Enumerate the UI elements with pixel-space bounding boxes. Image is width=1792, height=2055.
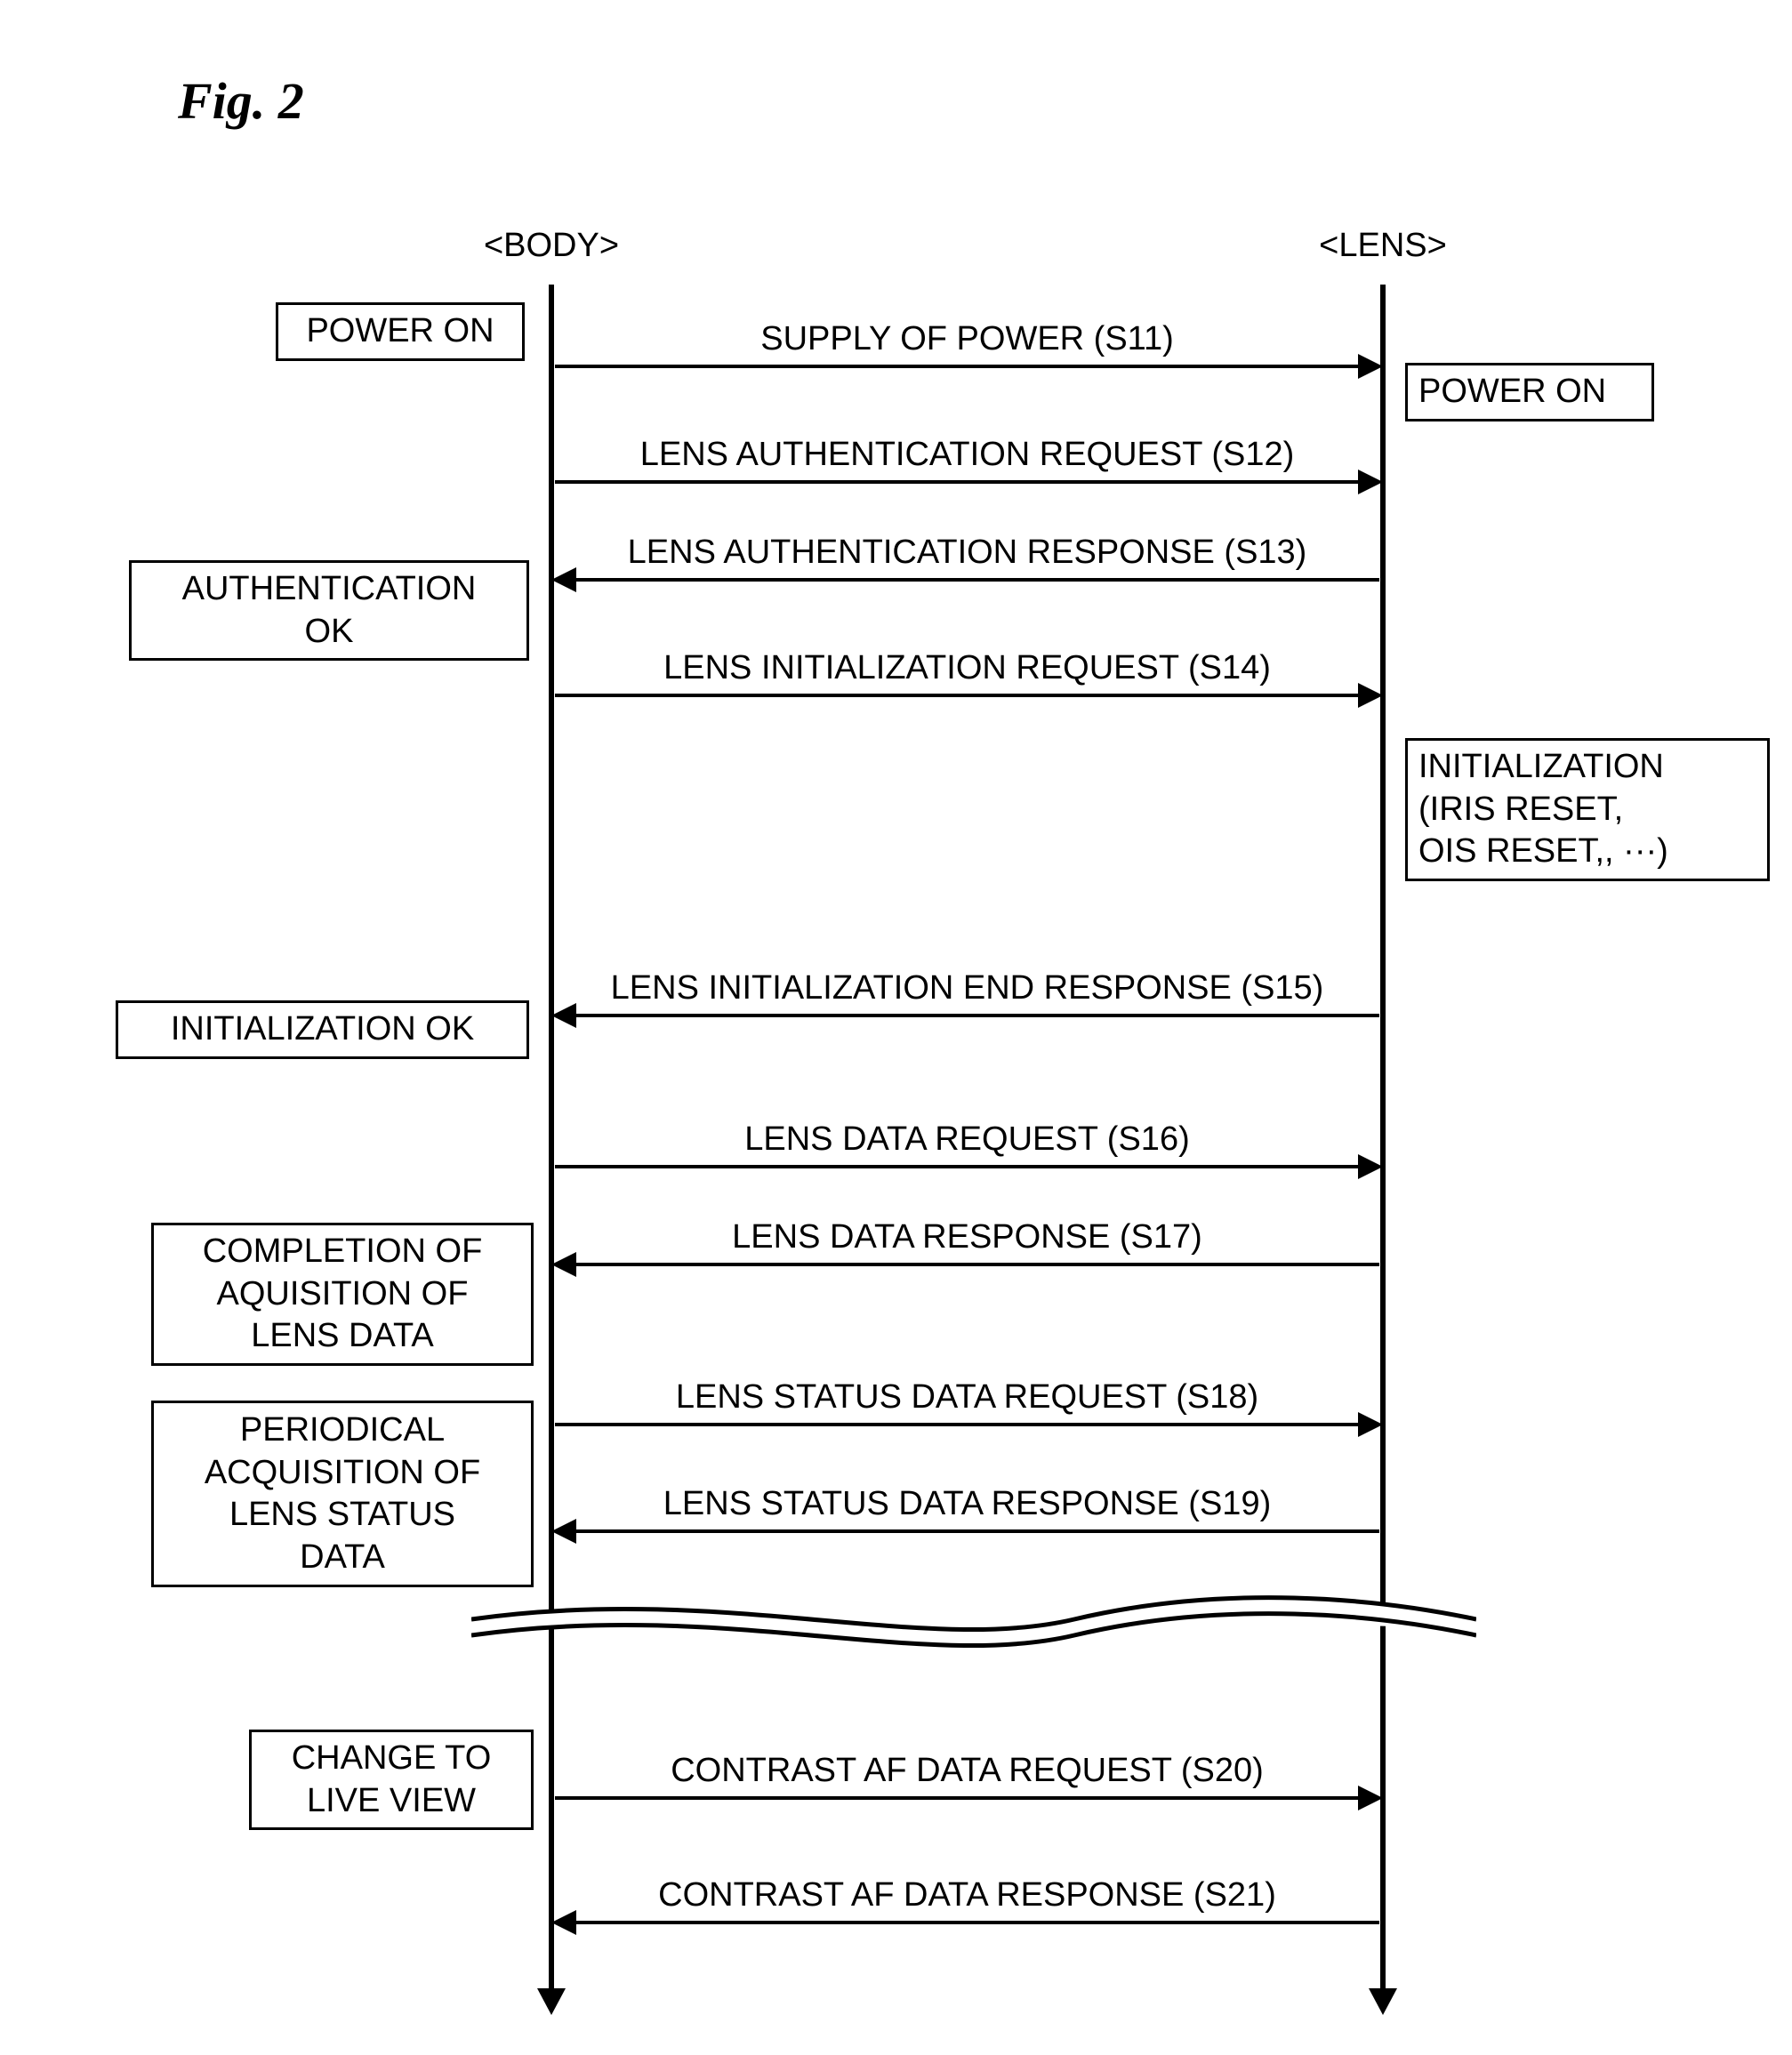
s13-arrow	[575, 578, 1379, 582]
s17-label: LENS DATA RESPONSE (S17)	[551, 1218, 1383, 1256]
lens-header: <LENS>	[1258, 227, 1507, 265]
s13-arrowhead	[551, 567, 576, 592]
s19-arrowhead	[551, 1519, 576, 1544]
s15-arrow	[575, 1014, 1379, 1017]
s16-label: LENS DATA REQUEST (S16)	[551, 1120, 1383, 1159]
init-ok-box: INITIALIZATION OK	[116, 1000, 529, 1059]
s14-arrow	[555, 694, 1360, 697]
s16-arrowhead	[1358, 1154, 1383, 1179]
s20-arrowhead	[1358, 1786, 1383, 1810]
initialization-box: INITIALIZATION(IRIS RESET,OIS RESET,, ··…	[1405, 738, 1770, 881]
body-lifeline-arrow	[537, 1988, 566, 2015]
s20-arrow	[555, 1796, 1360, 1800]
s13-label: LENS AUTHENTICATION RESPONSE (S13)	[551, 534, 1383, 572]
s19-label: LENS STATUS DATA RESPONSE (S19)	[551, 1485, 1383, 1523]
s12-arrow	[555, 480, 1360, 484]
s21-label: CONTRAST AF DATA RESPONSE (S21)	[551, 1876, 1383, 1915]
periodical-box: PERIODICALACQUISITION OFLENS STATUSDATA	[151, 1401, 534, 1587]
s16-arrow	[555, 1165, 1360, 1168]
s21-arrow	[575, 1921, 1379, 1924]
liveview-box: CHANGE TOLIVE VIEW	[249, 1730, 534, 1830]
completion-box: COMPLETION OFAQUISITION OFLENS DATA	[151, 1223, 534, 1366]
power-on-lens-box: POWER ON	[1405, 363, 1654, 421]
s18-label: LENS STATUS DATA REQUEST (S18)	[551, 1378, 1383, 1417]
s14-label: LENS INITIALIZATION REQUEST (S14)	[551, 649, 1383, 687]
s20-label: CONTRAST AF DATA REQUEST (S20)	[551, 1752, 1383, 1790]
body-header: <BODY>	[427, 227, 676, 265]
figure-label: Fig. 2	[178, 71, 304, 131]
power-on-body-box: POWER ON	[276, 302, 525, 361]
s12-arrowhead	[1358, 470, 1383, 494]
lens-lifeline-arrow	[1369, 1988, 1397, 2015]
s15-arrowhead	[551, 1003, 576, 1028]
s17-arrow	[575, 1263, 1379, 1266]
s19-arrow	[575, 1529, 1379, 1533]
s18-arrowhead	[1358, 1412, 1383, 1437]
s12-label: LENS AUTHENTICATION REQUEST (S12)	[551, 436, 1383, 474]
s11-arrow	[555, 365, 1360, 368]
s15-label: LENS INITIALIZATION END RESPONSE (S15)	[551, 969, 1383, 1007]
time-break-mark	[471, 1566, 1476, 1689]
s21-arrowhead	[551, 1910, 576, 1935]
s11-arrowhead	[1358, 354, 1383, 379]
s18-arrow	[555, 1423, 1360, 1426]
s14-arrowhead	[1358, 683, 1383, 708]
s11-label: SUPPLY OF POWER (S11)	[551, 320, 1383, 358]
s17-arrowhead	[551, 1252, 576, 1277]
auth-ok-box: AUTHENTICATIONOK	[129, 560, 529, 661]
